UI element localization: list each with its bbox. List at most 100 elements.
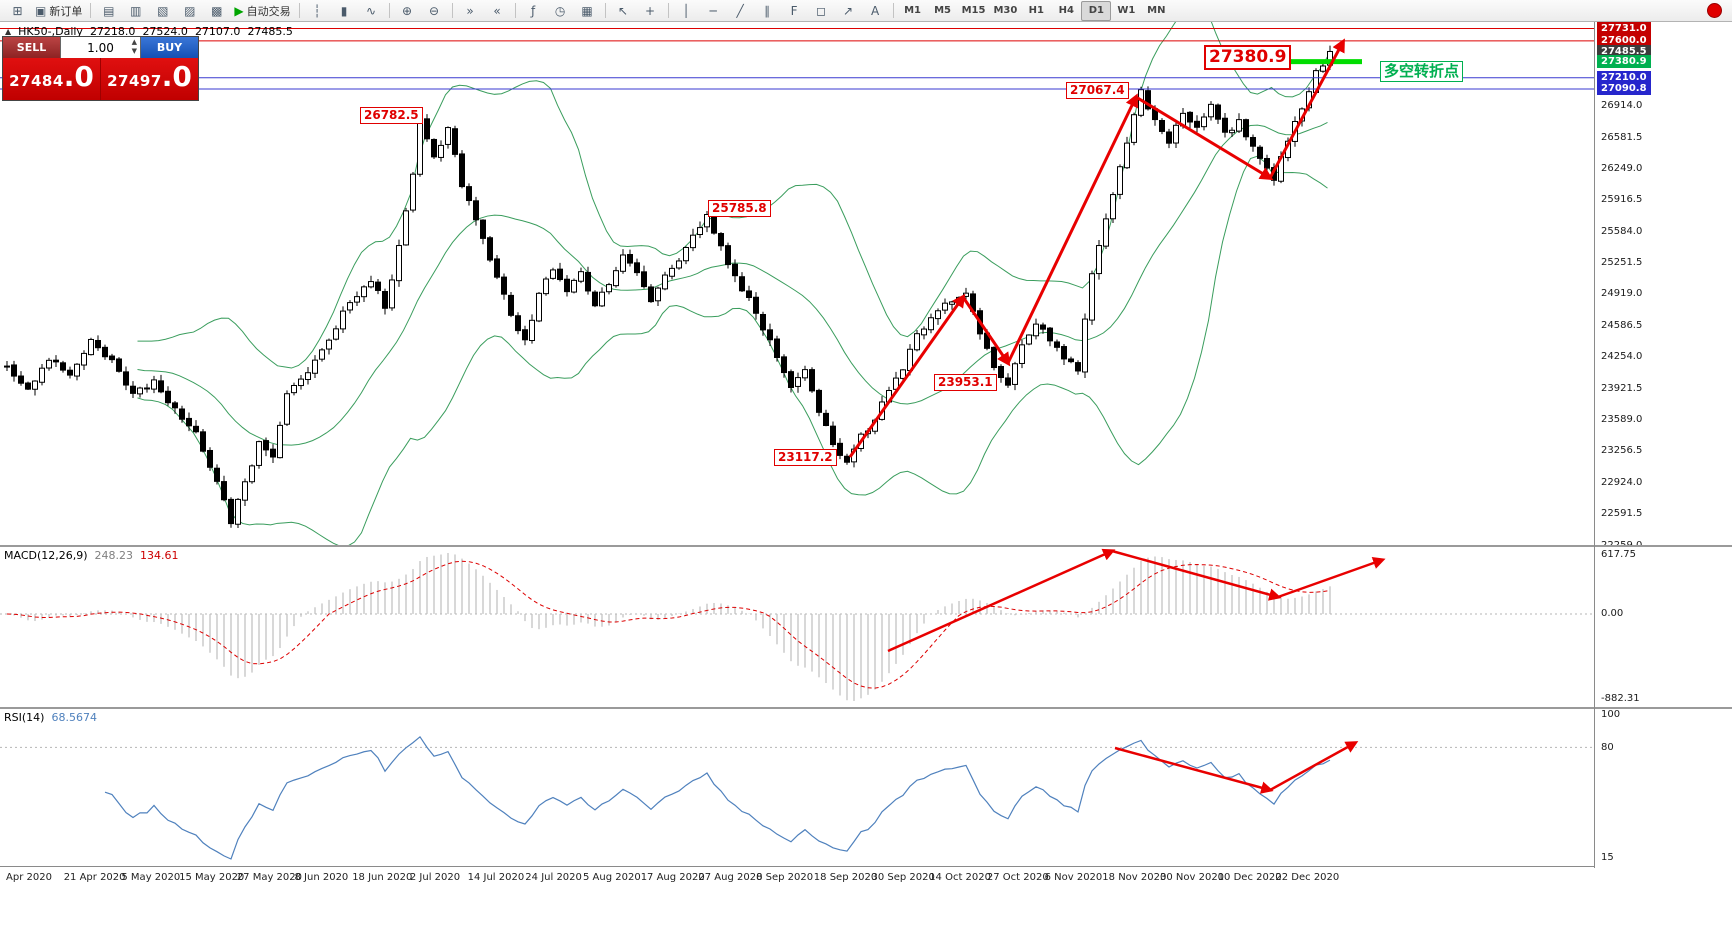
volume-stepper[interactable]: ▲ ▼	[132, 38, 137, 56]
timeframe-mn-button[interactable]: MN	[1147, 5, 1166, 16]
volume-up-icon[interactable]: ▲	[131, 38, 137, 46]
panel-separator[interactable]	[0, 545, 1732, 547]
date-label: 14 Oct 2020	[929, 872, 992, 883]
trendline-icon[interactable]: ╱	[727, 1, 754, 21]
fibonacci-icon[interactable]: F	[781, 1, 808, 21]
crosshair-icon[interactable]: +	[637, 1, 664, 21]
volume-down-icon[interactable]: ▼	[131, 47, 137, 55]
main-toolbar: ⊞ ▣ 新订单 ▤ ▥ ▧ ▨ ▩ ▶ 自动交易 ┆ ▮ ∿ ⊕ ⊖ » « ƒ ◷ ▦ ↖ + │ ─ ╱ ∥ F ◻ ↗ A M1 M5 M…	[0, 0, 1732, 22]
ohlc-open: 27218.0	[89, 25, 136, 38]
macd-signal-value: 134.61	[140, 549, 179, 562]
timeframe-m5-button[interactable]: M5	[934, 5, 952, 16]
price-level-badge: 27485.5	[1597, 45, 1651, 59]
symbol-marker-icon: ▲	[5, 27, 12, 36]
buy-button[interactable]: BUY	[140, 37, 198, 58]
price-axis-macd[interactable]: 617.75 0.00 -882.31	[1596, 547, 1732, 707]
bid-price[interactable]: 27484 .0	[3, 58, 101, 100]
ask-price[interactable]: 27497 .0	[101, 58, 198, 100]
price-annotation[interactable]: 23117.2	[774, 449, 837, 466]
timeframe-h4-button[interactable]: H4	[1058, 5, 1074, 16]
timeframe-m15-button[interactable]: M15	[961, 5, 986, 16]
market-watch-icon[interactable]: ▤	[95, 1, 122, 21]
arrows-icon[interactable]: ↗	[835, 1, 862, 21]
horizontal-line-icon[interactable]: ─	[700, 1, 727, 21]
chart-title: ▲ HK50-,Daily 27218.0 27524.0 27107.0 27…	[5, 25, 293, 38]
indicators-icon[interactable]: ƒ	[520, 1, 547, 21]
zoom-in-icon[interactable]: ⊕	[394, 1, 421, 21]
zoom-in-icon: ⊕	[402, 3, 413, 18]
terminal-icon: ▨	[184, 3, 196, 18]
horizontal-level-lines	[0, 28, 1594, 90]
price-annotation[interactable]: 25785.8	[708, 200, 771, 217]
candlestick-chart-icon[interactable]: ▮	[331, 1, 358, 21]
templates-icon: ▦	[581, 3, 593, 18]
templates-icon[interactable]: ▦	[574, 1, 601, 21]
equidistant-channel-icon[interactable]: ∥	[754, 1, 781, 21]
navigator-icon[interactable]: ▧	[149, 1, 176, 21]
price-annotation[interactable]: 23953.1	[934, 374, 997, 391]
bar-chart-icon[interactable]: ┆	[304, 1, 331, 21]
rsi-panel-canvas[interactable]	[0, 709, 1594, 866]
rsi-axis-label: 100	[1601, 709, 1621, 720]
price-axis-main[interactable]: 26914.0 26581.5 26249.0 25916.5 25584.0 25251…	[1596, 22, 1732, 545]
line-chart-icon[interactable]: ∿	[358, 1, 385, 21]
date-label: 5 May 2020	[121, 872, 181, 883]
date-label: 30 Sep 2020	[871, 872, 935, 883]
new-chart-icon[interactable]: ⊞	[4, 1, 31, 21]
toolbar-separator	[604, 3, 606, 18]
zoom-out-icon[interactable]: ⊖	[421, 1, 448, 21]
macd-axis-label: -882.31	[1601, 693, 1640, 704]
price-annotation[interactable]: 26782.5	[360, 107, 423, 124]
price-annotation[interactable]: 27380.9	[1204, 45, 1292, 70]
panel-separator[interactable]	[0, 707, 1732, 709]
fibonacci-icon: F	[790, 3, 798, 18]
cursor-icon[interactable]: ↖	[610, 1, 637, 21]
cursor-icon: ↖	[618, 3, 629, 18]
horizontal-line-icon: ─	[709, 3, 717, 18]
timeframe-d1-button[interactable]: D1	[1081, 0, 1112, 21]
strategy-tester-icon[interactable]: ▩	[203, 1, 230, 21]
turning-point-label[interactable]: 多空转折点	[1380, 61, 1464, 82]
date-label: 2 Jul 2020	[409, 872, 461, 883]
macd-panel-canvas[interactable]	[0, 547, 1594, 707]
sell-button[interactable]: SELL	[3, 37, 61, 58]
terminal-icon[interactable]: ▨	[176, 1, 203, 21]
bar-chart-icon: ┆	[313, 3, 321, 18]
bid-fraction-digits: .0	[63, 60, 94, 93]
navigator-icon: ▧	[157, 3, 169, 18]
one-click-trade-panel: SELL 1.00 ▲ ▼ BUY 27484 .0 27497 .0	[2, 36, 199, 101]
price-annotation[interactable]: 27067.4	[1066, 82, 1129, 99]
price-level-badge: 27731.0	[1597, 22, 1651, 35]
macd-name: MACD(12,26,9)	[4, 549, 88, 562]
new-order-button[interactable]: ▣ 新订单	[31, 1, 86, 21]
price-axis-rsi[interactable]: 100 80 15	[1596, 709, 1732, 866]
time-axis[interactable]: Apr 2020 21 Apr 2020 5 May 2020 15 May 2020…	[0, 866, 1594, 893]
vertical-line-icon[interactable]: │	[673, 1, 700, 21]
toolbar-separator	[90, 3, 92, 18]
main-chart-canvas[interactable]	[0, 22, 1594, 545]
timeframe-m1-button[interactable]: M1	[904, 5, 922, 16]
volume-field[interactable]: 1.00 ▲ ▼	[61, 37, 140, 58]
toolbar-separator	[667, 3, 669, 18]
timeframe-w1-button[interactable]: W1	[1117, 5, 1136, 16]
data-window-icon[interactable]: ▥	[122, 1, 149, 21]
timeframe-h1-button[interactable]: H1	[1028, 5, 1044, 16]
timeframe-m30-button[interactable]: M30	[993, 5, 1018, 16]
price-axis-label: 24919.0	[1601, 288, 1643, 300]
ohlc-low: 27107.0	[194, 25, 241, 38]
date-label: 27 Oct 2020	[986, 872, 1049, 883]
autotrading-button[interactable]: ▶ 自动交易	[230, 1, 294, 21]
price-axis-label: 22591.5	[1601, 508, 1643, 520]
auto-scroll-icon[interactable]: »	[457, 1, 484, 21]
volume-value: 1.00	[87, 40, 114, 55]
date-label: 15 May 2020	[179, 872, 245, 883]
community-icon[interactable]	[1707, 3, 1722, 18]
chart-shift-icon[interactable]: «	[484, 1, 511, 21]
periods-icon[interactable]: ◷	[547, 1, 574, 21]
new-chart-icon: ⊞	[12, 3, 23, 18]
shapes-icon[interactable]: ◻	[808, 1, 835, 21]
date-label: 30 Nov 2020	[1160, 872, 1225, 883]
macd-histogram	[13, 553, 1331, 701]
price-axis-label: 24586.5	[1601, 319, 1643, 331]
text-label-icon[interactable]: A	[862, 1, 889, 21]
